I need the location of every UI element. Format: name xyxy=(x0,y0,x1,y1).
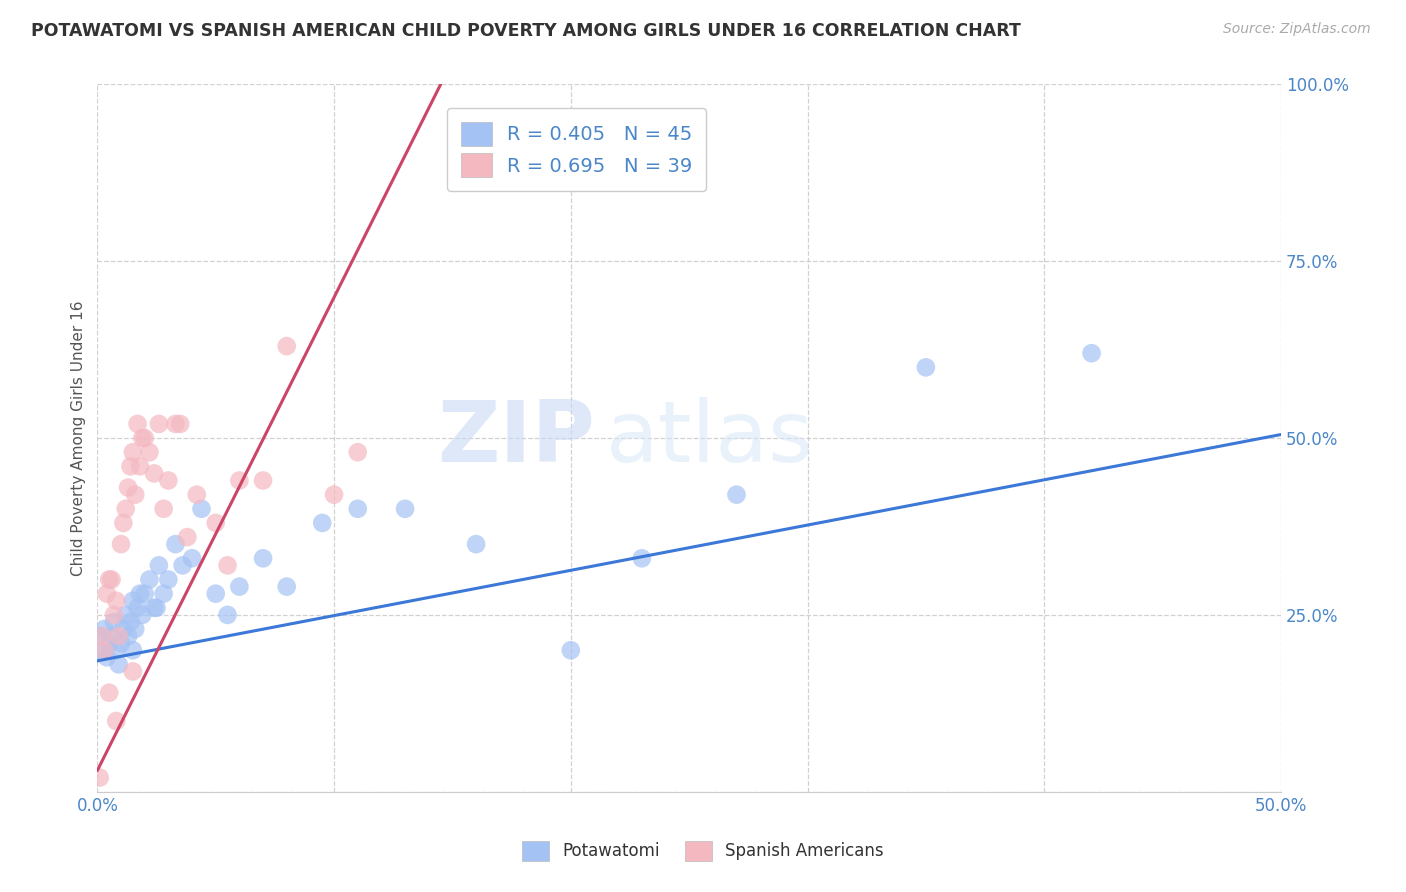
Point xyxy=(138,445,160,459)
Point xyxy=(204,516,226,530)
Point xyxy=(143,467,166,481)
Point xyxy=(129,587,152,601)
Point xyxy=(228,474,250,488)
Point xyxy=(112,516,135,530)
Point xyxy=(93,622,115,636)
Point xyxy=(252,551,274,566)
Point xyxy=(157,474,180,488)
Point xyxy=(98,573,121,587)
Point xyxy=(129,459,152,474)
Point xyxy=(134,587,156,601)
Point xyxy=(346,501,368,516)
Point xyxy=(98,636,121,650)
Point xyxy=(630,551,652,566)
Point xyxy=(346,445,368,459)
Point xyxy=(172,558,194,573)
Point xyxy=(465,537,488,551)
Point xyxy=(103,615,125,629)
Text: ZIP: ZIP xyxy=(437,397,595,480)
Point xyxy=(131,431,153,445)
Point xyxy=(120,615,142,629)
Point xyxy=(228,580,250,594)
Point xyxy=(114,607,136,622)
Point xyxy=(127,417,149,431)
Point xyxy=(217,607,239,622)
Point xyxy=(148,558,170,573)
Point xyxy=(124,488,146,502)
Point xyxy=(915,360,938,375)
Point xyxy=(152,587,174,601)
Point xyxy=(157,573,180,587)
Legend: Potawatomi, Spanish Americans: Potawatomi, Spanish Americans xyxy=(516,834,890,868)
Point xyxy=(394,501,416,516)
Point xyxy=(127,600,149,615)
Point xyxy=(276,580,298,594)
Point xyxy=(96,587,118,601)
Point xyxy=(114,501,136,516)
Point xyxy=(103,607,125,622)
Point xyxy=(105,643,128,657)
Point xyxy=(134,431,156,445)
Text: POTAWATOMI VS SPANISH AMERICAN CHILD POVERTY AMONG GIRLS UNDER 16 CORRELATION CH: POTAWATOMI VS SPANISH AMERICAN CHILD POV… xyxy=(31,22,1021,40)
Text: Source: ZipAtlas.com: Source: ZipAtlas.com xyxy=(1223,22,1371,37)
Point xyxy=(105,593,128,607)
Point xyxy=(190,501,212,516)
Point xyxy=(186,488,208,502)
Point xyxy=(117,629,139,643)
Point xyxy=(176,530,198,544)
Y-axis label: Child Poverty Among Girls Under 16: Child Poverty Among Girls Under 16 xyxy=(72,301,86,576)
Point xyxy=(107,629,129,643)
Point xyxy=(120,459,142,474)
Point xyxy=(110,636,132,650)
Point xyxy=(204,587,226,601)
Point xyxy=(725,488,748,502)
Point xyxy=(217,558,239,573)
Point xyxy=(117,481,139,495)
Point xyxy=(145,600,167,615)
Point xyxy=(143,600,166,615)
Point xyxy=(165,417,187,431)
Text: atlas: atlas xyxy=(606,397,814,480)
Point xyxy=(100,573,122,587)
Point xyxy=(323,488,346,502)
Point xyxy=(1080,346,1102,360)
Point xyxy=(124,622,146,636)
Point xyxy=(252,474,274,488)
Point xyxy=(110,537,132,551)
Point xyxy=(89,629,111,643)
Point xyxy=(98,686,121,700)
Point xyxy=(276,339,298,353)
Point xyxy=(181,551,204,566)
Point xyxy=(107,657,129,672)
Point xyxy=(100,629,122,643)
Point xyxy=(105,714,128,728)
Point xyxy=(560,643,582,657)
Point xyxy=(93,643,115,657)
Point xyxy=(169,417,191,431)
Point xyxy=(89,771,111,785)
Point xyxy=(121,445,143,459)
Point xyxy=(96,650,118,665)
Point xyxy=(121,593,143,607)
Point xyxy=(91,643,114,657)
Point xyxy=(121,665,143,679)
Point xyxy=(152,501,174,516)
Point xyxy=(138,573,160,587)
Point xyxy=(148,417,170,431)
Legend: R = 0.405   N = 45, R = 0.695   N = 39: R = 0.405 N = 45, R = 0.695 N = 39 xyxy=(447,108,706,191)
Point xyxy=(91,629,114,643)
Point xyxy=(165,537,187,551)
Point xyxy=(112,622,135,636)
Point xyxy=(311,516,333,530)
Point xyxy=(121,643,143,657)
Point xyxy=(131,607,153,622)
